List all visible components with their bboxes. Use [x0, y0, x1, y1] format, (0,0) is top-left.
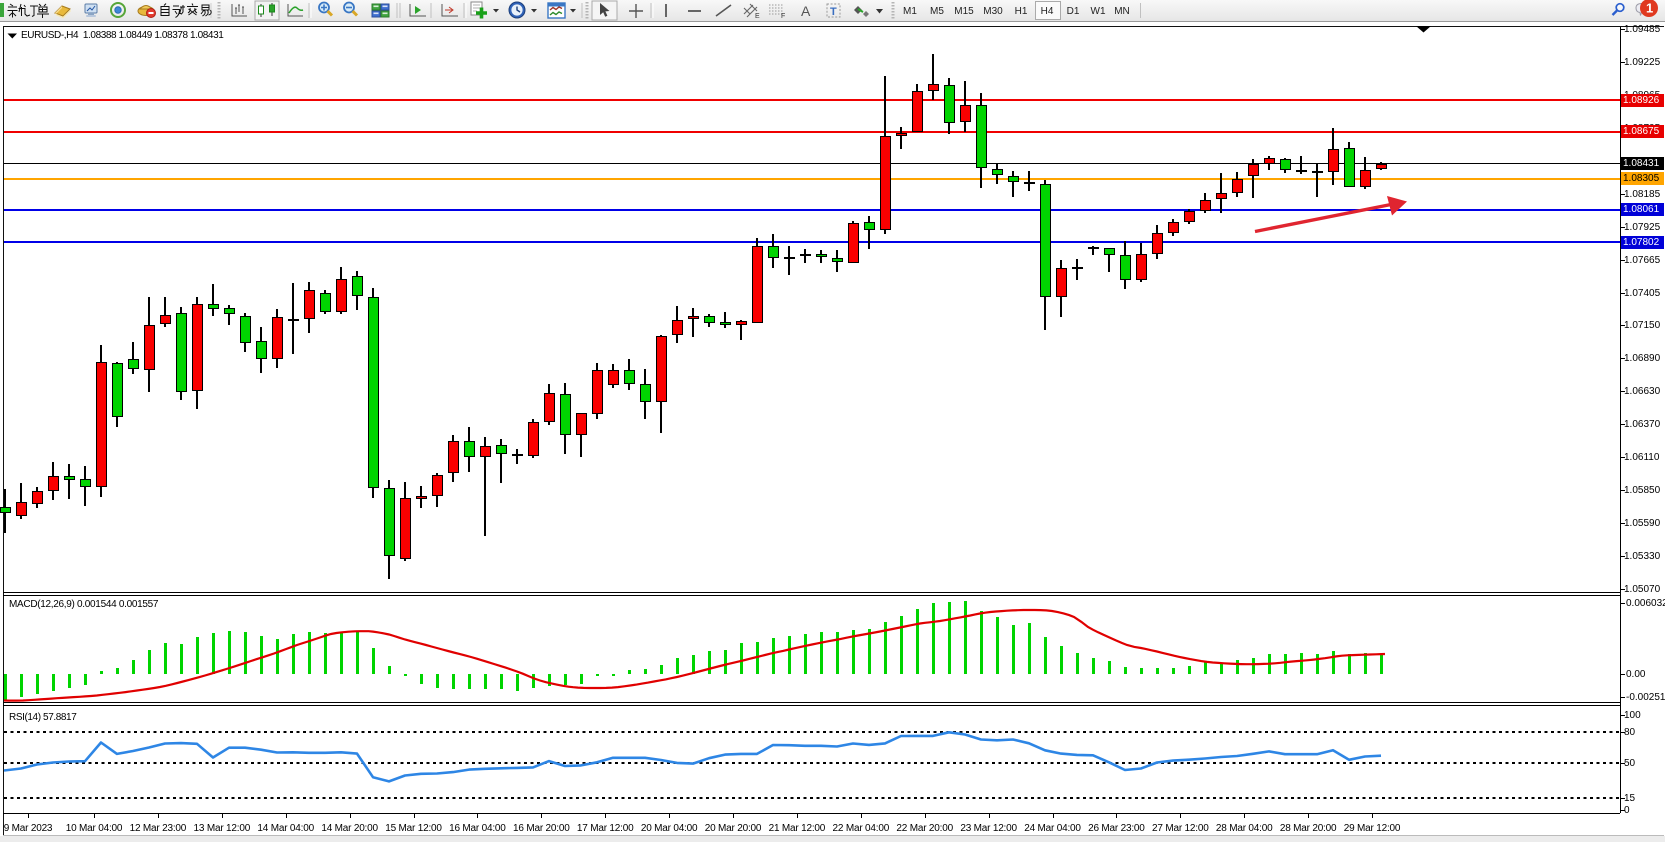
svg-text:1: 1: [1646, 1, 1653, 16]
svg-text:T: T: [830, 6, 837, 18]
svg-text:E: E: [755, 13, 760, 20]
svg-text:F: F: [781, 13, 785, 20]
svg-text:A: A: [801, 3, 811, 19]
